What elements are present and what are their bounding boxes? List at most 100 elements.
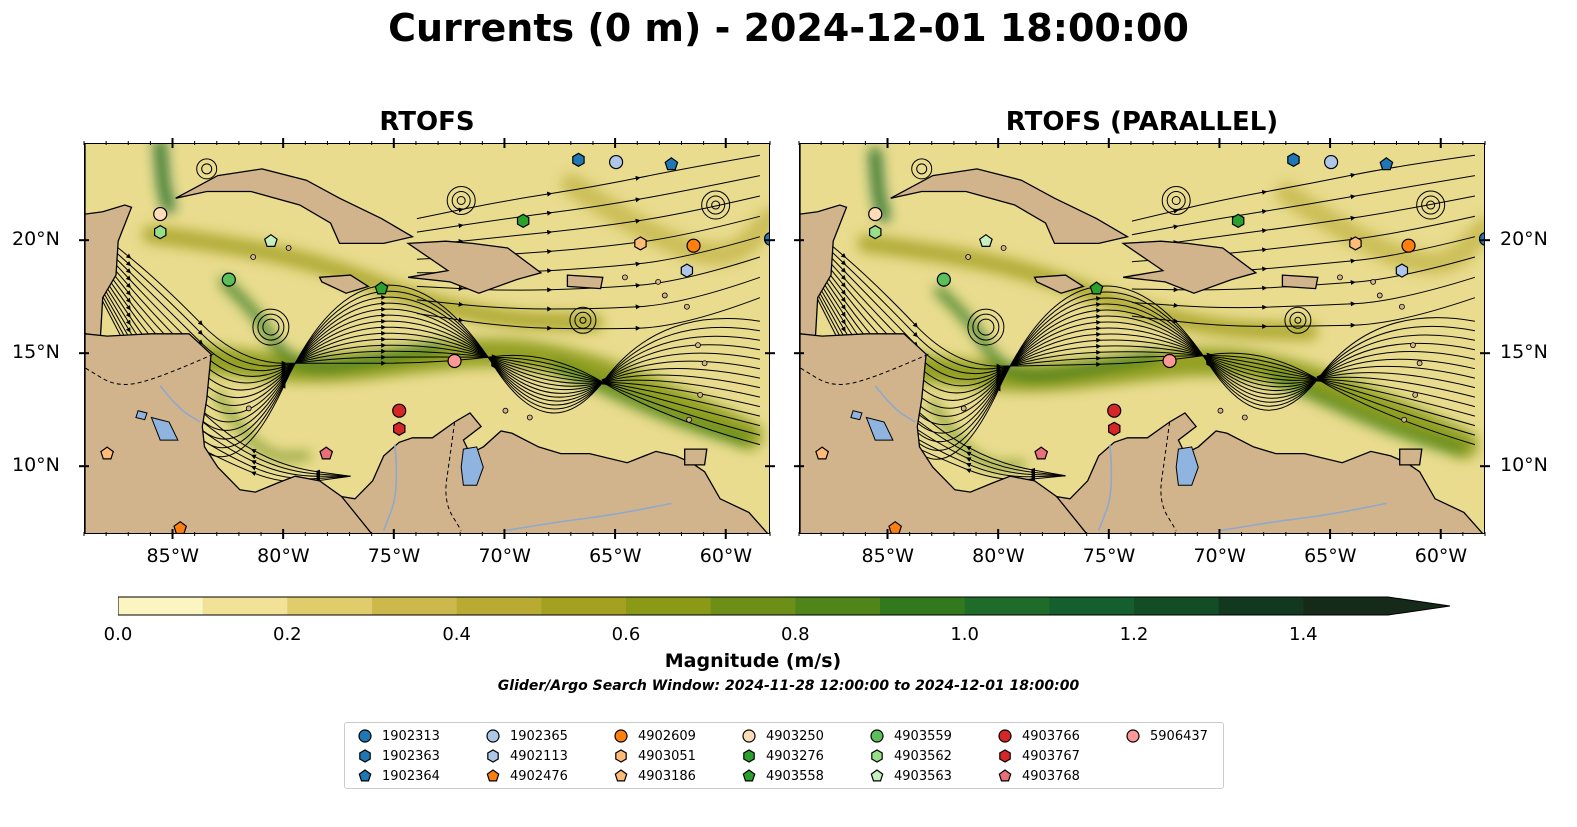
lon-tick-label: 65°W: [589, 545, 642, 567]
colorbar-tick-label: 1.4: [1289, 624, 1318, 645]
float-marker-4902476[interactable]: [888, 520, 903, 534]
float-legend: 1902313 1902363 1902364 1902365 4902113 49024…: [344, 722, 1224, 789]
float-marker-4903250[interactable]: [868, 206, 883, 222]
float-marker-4902476[interactable]: [173, 520, 188, 534]
legend-item-4903559: 4903559: [869, 726, 952, 746]
legend-label: 1902363: [382, 748, 440, 764]
float-marker-1902313[interactable]: [1478, 232, 1486, 246]
colorbar: [118, 596, 1451, 616]
legend-marker-pentagon-icon: [742, 769, 756, 782]
legend-item-4903768: 4903768: [997, 766, 1080, 786]
colorbar-tick-label: 0.4: [442, 624, 471, 645]
legend-item-4903051: 4903051: [613, 746, 696, 766]
float-marker-1902363[interactable]: [1287, 152, 1300, 167]
legend-marker-hexagon-icon: [615, 749, 627, 763]
float-marker-1902313[interactable]: [763, 232, 771, 246]
lat-tick-label: 10°N: [12, 454, 60, 477]
legend-item-1902365: 1902365: [485, 726, 568, 746]
legend-marker-circle-icon: [486, 729, 500, 743]
colorbar-tick-label: 1.0: [950, 624, 979, 645]
legend-item-4903186: 4903186: [613, 766, 696, 786]
legend-marker-hexagon-icon: [359, 749, 371, 763]
float-marker-4903563[interactable]: [978, 233, 993, 247]
lon-tick-label: 80°W: [972, 545, 1025, 567]
float-marker-5906437[interactable]: [1162, 353, 1177, 369]
float-marker-4903186[interactable]: [100, 446, 115, 460]
legend-item-5906437: 5906437: [1125, 726, 1208, 746]
float-marker-1902363[interactable]: [572, 152, 585, 167]
float-marker-4903563[interactable]: [263, 233, 278, 247]
colorbar-tick-label: 0.0: [103, 624, 133, 645]
legend-label: 4903767: [1022, 748, 1080, 764]
lon-tick-label: 85°W: [861, 545, 914, 567]
map-canvas: [85, 144, 771, 534]
legend-label: 4902609: [638, 728, 696, 744]
float-marker-5906437[interactable]: [447, 353, 462, 369]
float-marker-4903276[interactable]: [516, 213, 530, 228]
float-marker-4903276[interactable]: [1231, 213, 1245, 228]
float-marker-4903767[interactable]: [393, 421, 406, 436]
float-marker-1902364[interactable]: [664, 157, 679, 171]
panel-title-rtofs-parallel: RTOFS (PARALLEL): [1005, 107, 1279, 137]
float-marker-4902113[interactable]: [680, 263, 694, 278]
colorbar-tick-label: 0.2: [273, 624, 302, 645]
float-marker-1902364[interactable]: [1379, 157, 1394, 171]
float-marker-4903559[interactable]: [936, 272, 951, 287]
legend-label: 4903562: [894, 748, 952, 764]
legend-marker-pentagon-icon: [998, 769, 1012, 782]
lat-tick-label: 20°N: [1500, 228, 1548, 251]
colorbar-segment: [710, 597, 796, 615]
legend-label: 4903559: [894, 728, 952, 744]
float-marker-4903768[interactable]: [1034, 446, 1049, 460]
legend-marker-hexagon-icon: [743, 749, 755, 763]
float-marker-4903051[interactable]: [1349, 236, 1362, 251]
float-marker-1902365[interactable]: [1323, 154, 1339, 170]
float-marker-4903558[interactable]: [374, 281, 389, 295]
legend-item-1902313: 1902313: [357, 726, 440, 746]
legend-item-4903562: 4903562: [869, 746, 952, 766]
legend-label: 4903051: [638, 748, 696, 764]
map-panel-rtofs-parallel[interactable]: [799, 143, 1485, 534]
float-marker-4903250[interactable]: [153, 206, 168, 222]
float-marker-4903558[interactable]: [1089, 281, 1104, 295]
legend-label: 4903768: [1022, 768, 1080, 784]
float-marker-4903562[interactable]: [154, 224, 167, 240]
float-marker-4903766[interactable]: [392, 403, 407, 418]
legend-label: 4902113: [510, 748, 568, 764]
float-marker-4903186[interactable]: [815, 446, 830, 460]
lon-tick-label: 75°W: [1082, 545, 1136, 567]
lat-tick-label: 15°N: [12, 341, 60, 364]
map-canvas: [800, 144, 1486, 534]
colorbar-tick-label: 0.6: [611, 624, 641, 645]
float-marker-4903766[interactable]: [1107, 403, 1122, 418]
lon-tick-label: 70°W: [1193, 545, 1246, 567]
float-marker-4903767[interactable]: [1108, 421, 1121, 436]
map-panel-rtofs[interactable]: [84, 143, 770, 534]
float-marker-4902609[interactable]: [1401, 238, 1416, 253]
lon-tick-label: 70°W: [478, 545, 531, 567]
float-marker-4903562[interactable]: [869, 224, 882, 240]
legend-marker-circle-icon: [998, 729, 1012, 743]
colorbar-segment: [202, 597, 288, 615]
legend-label: 1902364: [382, 768, 440, 784]
panel-title-rtofs: RTOFS: [379, 107, 475, 137]
legend-label: 1902313: [382, 728, 440, 744]
legend-label: 5906437: [1150, 728, 1208, 744]
float-marker-4902609[interactable]: [686, 238, 701, 253]
legend-item-4902113: 4902113: [485, 746, 568, 766]
colorbar-segment: [626, 597, 712, 615]
figure-title: Currents (0 m) - 2024-12-01 18:00:00: [388, 6, 1189, 50]
land-masses: [800, 144, 1484, 533]
float-marker-4903768[interactable]: [319, 446, 334, 460]
float-marker-4903051[interactable]: [634, 236, 647, 251]
float-marker-4902113[interactable]: [1395, 263, 1409, 278]
legend-item-1902364: 1902364: [357, 766, 440, 786]
legend-marker-circle-icon: [1126, 729, 1140, 743]
legend-label: 4902476: [510, 768, 568, 784]
colorbar-segment: [456, 597, 542, 615]
float-marker-4903559[interactable]: [221, 272, 236, 287]
float-marker-1902365[interactable]: [608, 154, 624, 170]
lon-tick-label: 80°W: [257, 545, 310, 567]
legend-label: 4903766: [1022, 728, 1080, 744]
lon-tick-label: 85°W: [146, 545, 199, 567]
